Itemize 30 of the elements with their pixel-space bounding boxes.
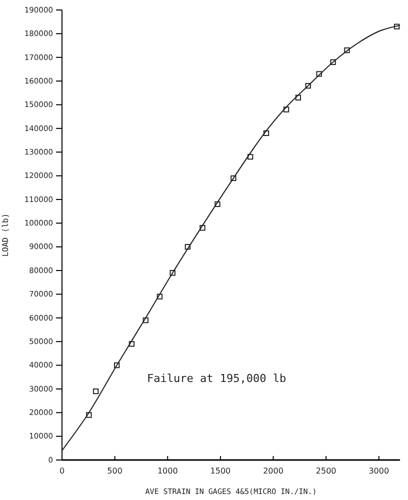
point bbox=[142, 317, 148, 324]
y-axis-title: LOAD (lb) bbox=[1, 213, 10, 257]
x-tick-label: 2500 bbox=[316, 466, 336, 476]
x-tick-label: 1500 bbox=[210, 466, 231, 476]
point bbox=[230, 175, 236, 182]
x-tick-label: 0 bbox=[59, 466, 65, 476]
point bbox=[170, 270, 176, 276]
point bbox=[200, 225, 206, 231]
point bbox=[283, 106, 290, 112]
point bbox=[295, 94, 302, 100]
point bbox=[156, 294, 163, 300]
x-tick-label: 2000 bbox=[263, 466, 284, 476]
point bbox=[92, 388, 99, 394]
point bbox=[344, 47, 350, 54]
point bbox=[330, 59, 336, 65]
point bbox=[305, 82, 311, 89]
point bbox=[214, 201, 220, 208]
point bbox=[394, 24, 400, 30]
point bbox=[263, 130, 270, 136]
annotation: Failure at 195,000 lb bbox=[147, 372, 286, 385]
point bbox=[316, 71, 322, 77]
point bbox=[86, 412, 92, 418]
point bbox=[128, 341, 135, 347]
line-series bbox=[61, 24, 401, 452]
x-tick-label: 3000 bbox=[368, 466, 390, 476]
point bbox=[184, 244, 191, 250]
point bbox=[247, 154, 254, 160]
x-tick-label: 1000 bbox=[157, 466, 178, 476]
point bbox=[114, 362, 120, 368]
x-tick-label: 500 bbox=[107, 466, 122, 476]
